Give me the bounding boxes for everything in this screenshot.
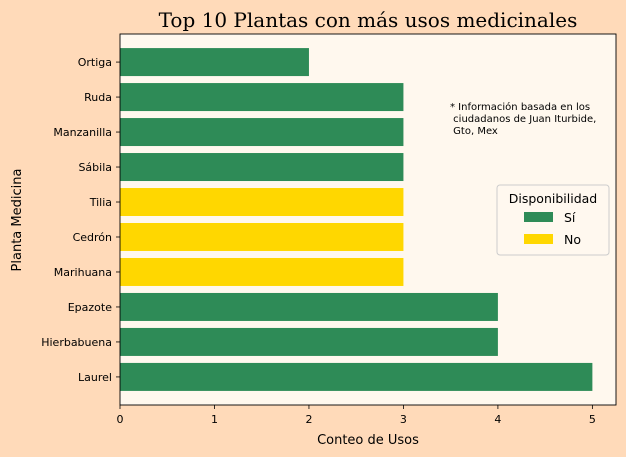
bar-sábila: [120, 153, 404, 182]
bar-cedrón: [120, 222, 404, 251]
bar-hierbabuena: [120, 327, 498, 356]
y-tick-label: Laurel: [78, 371, 112, 384]
bar-manzanilla: [120, 118, 404, 147]
legend-swatch-no: [524, 234, 553, 244]
y-tick-label: Marihuana: [54, 266, 112, 279]
annotation-line-2: ciudadanos de Juan Iturbide,: [450, 114, 596, 125]
x-tick-label: 0: [117, 413, 124, 426]
legend-title: Disponibilidad: [509, 191, 597, 206]
y-tick-label: Ruda: [84, 91, 112, 104]
bar-ortiga: [120, 48, 309, 77]
bar-tilia: [120, 188, 404, 217]
chart-title: Top 10 Plantas con más usos medicinales: [159, 8, 578, 32]
y-tick-label: Hierbabuena: [41, 336, 112, 349]
x-axis-ticks: 0 1 2 3 4 5: [117, 405, 596, 426]
x-tick-label: 5: [589, 413, 596, 426]
y-tick-label: Manzanilla: [53, 126, 112, 139]
x-tick-label: 1: [211, 413, 218, 426]
x-tick-label: 2: [305, 413, 312, 426]
annotation-line-3: Gto, Mex: [450, 126, 498, 137]
bar-ruda: [120, 83, 404, 112]
y-axis-ticks: Laurel Hierbabuena Epazote Marihuana Cedrón T…: [41, 56, 120, 384]
y-tick-label: Ortiga: [78, 56, 112, 69]
annotation-note: * Información basada en los ciudadanos d…: [450, 101, 600, 137]
y-tick-label: Epazote: [68, 301, 112, 314]
x-tick-label: 3: [400, 413, 407, 426]
annotation-line-1: * Información basada en los: [450, 101, 590, 113]
bar-marihuana: [120, 257, 404, 286]
legend-label-no: No: [564, 232, 581, 247]
legend: Disponibilidad Sí No: [496, 184, 610, 256]
y-tick-label: Tilia: [89, 196, 112, 209]
legend-swatch-si: [524, 212, 553, 222]
bars-group: [120, 48, 593, 391]
y-tick-label: Cedrón: [73, 231, 112, 244]
y-axis-label: Planta Medicina: [10, 169, 25, 272]
bar-epazote: [120, 292, 498, 321]
x-tick-label: 4: [494, 413, 501, 426]
bar-laurel: [120, 362, 593, 391]
plot-frame: [119, 33, 617, 406]
x-axis-label: Conteo de Usos: [317, 433, 419, 448]
legend-label-si: Sí: [564, 210, 576, 225]
y-tick-label: Sábila: [78, 161, 112, 174]
